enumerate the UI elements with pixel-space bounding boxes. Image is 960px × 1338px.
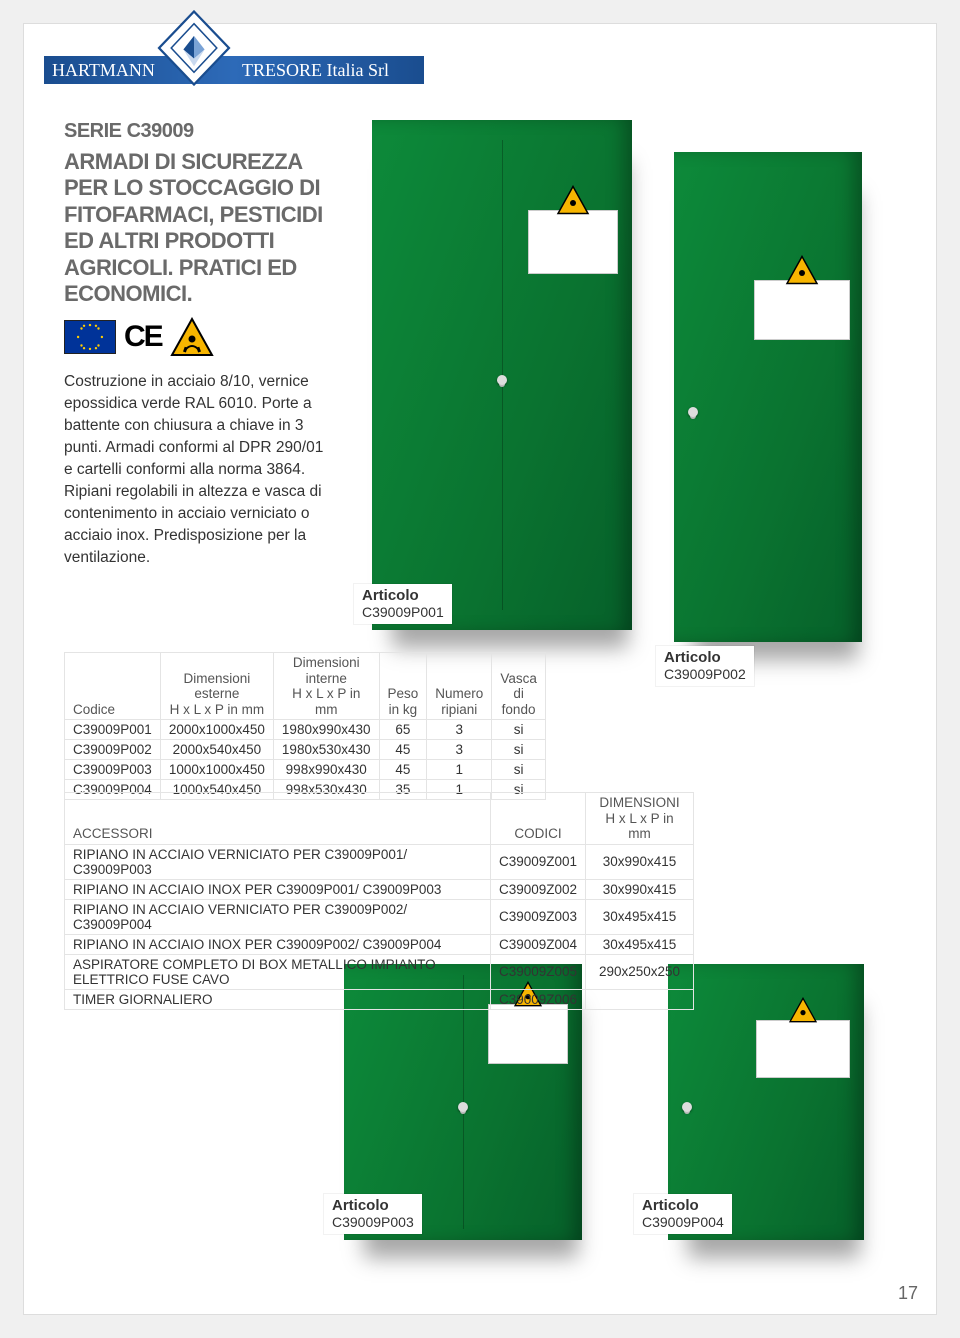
table-row: C39009P0022000x540x4501980x530x430453si [65,740,546,760]
column-header: Codice [65,653,161,720]
table-cell: 30x990x415 [586,844,694,879]
table-cell: C39009Z003 [490,899,585,934]
table-cell: 290x250x250 [586,954,694,989]
table-row: C39009P0031000x1000x450998x990x430451si [65,760,546,780]
article-label: Articolo [664,649,746,666]
table-row: TIMER GIORNALIEROC39009Z006 [65,989,694,1009]
table-row: RIPIANO IN ACCIAIO INOX PER C39009P002/ … [65,934,694,954]
product-image-p001 [372,120,632,630]
table-cell: RIPIANO IN ACCIAIO INOX PER C39009P002/ … [65,934,491,954]
table-cell: RIPIANO IN ACCIAIO VERNICIATO PER C39009… [65,899,491,934]
table-cell: C39009Z005 [490,954,585,989]
table-cell: 45 [379,740,427,760]
ce-mark-icon: CE [124,320,162,354]
table-cell: C39009P003 [65,760,161,780]
table-cell: 2000x1000x450 [160,720,273,740]
hazard-toxic-icon [785,255,819,290]
article-tag-p003: Articolo C39009P003 [324,1194,422,1234]
table-cell: 1000x1000x450 [160,760,273,780]
column-header: Dimensioni interneH x L x P in mm [273,653,379,720]
table-cell: 1980x530x430 [273,740,379,760]
table-row: C39009P0012000x1000x4501980x990x430653si [65,720,546,740]
table-cell: 30x495x415 [586,899,694,934]
hazard-toxic-icon [170,317,214,357]
brand-banner: HARTMANN TRESORE Italia Srl [44,56,424,84]
table-cell: RIPIANO IN ACCIAIO VERNICIATO PER C39009… [65,844,491,879]
table-cell: 30x990x415 [586,879,694,899]
table-cell [586,989,694,1009]
column-header: Dimensioni esterneH x L x P in mm [160,653,273,720]
products-table: CodiceDimensioni esterneH x L x P in mmD… [64,652,546,800]
column-header: CODICI [490,793,585,845]
table-cell: C39009P002 [65,740,161,760]
article-code: C39009P003 [332,1214,414,1230]
table-cell: RIPIANO IN ACCIAIO INOX PER C39009P001/ … [65,879,491,899]
table-cell: C39009Z001 [490,844,585,879]
table-cell: 45 [379,760,427,780]
table-cell: TIMER GIORNALIERO [65,989,491,1009]
column-header: Pesoin kg [379,653,427,720]
table-cell: 998x990x430 [273,760,379,780]
hazard-toxic-icon [556,185,590,220]
series-code: SERIE C39009 [64,120,324,143]
column-header: DIMENSIONIH x L x P in mm [586,793,694,845]
table-cell: si [492,760,546,780]
page-number: 17 [898,1283,918,1304]
table-cell: C39009P001 [65,720,161,740]
accessories-table: ACCESSORICODICIDIMENSIONIH x L x P in mm… [64,792,694,1010]
table-cell: C39009Z006 [490,989,585,1009]
brand-left: HARTMANN [44,60,154,81]
description-text: Costruzione in acciaio 8/10, vernice epo… [64,371,324,569]
table-cell: 1980x990x430 [273,720,379,740]
article-tag-p004: Articolo C39009P004 [634,1194,732,1234]
article-code: C39009P002 [664,666,746,682]
article-code: C39009P001 [362,604,444,620]
column-header: ACCESSORI [65,793,491,845]
article-label: Articolo [332,1197,414,1214]
table-cell: 1 [427,760,492,780]
headline: ARMADI DI SICUREZZA PER LO STOCCAGGIO DI… [64,149,324,307]
table-cell: 3 [427,720,492,740]
article-label: Articolo [362,587,444,604]
table-cell: ASPIRATORE COMPLETO DI BOX METALLICO IMP… [65,954,491,989]
intro-column: SERIE C39009 ARMADI DI SICUREZZA PER LO … [64,120,324,569]
table-cell: C39009Z004 [490,934,585,954]
table-cell: 30x495x415 [586,934,694,954]
table-cell: C39009Z002 [490,879,585,899]
column-header: Vasca difondo [492,653,546,720]
table-cell: si [492,740,546,760]
table-row: RIPIANO IN ACCIAIO VERNICIATO PER C39009… [65,844,694,879]
article-tag-p002: Articolo C39009P002 [656,646,754,686]
article-code: C39009P004 [642,1214,724,1230]
table-row: RIPIANO IN ACCIAIO VERNICIATO PER C39009… [65,899,694,934]
table-row: ASPIRATORE COMPLETO DI BOX METALLICO IMP… [65,954,694,989]
brand-logo-icon [156,10,232,86]
hazard-toxic-icon [788,997,818,1028]
table-cell: 2000x540x450 [160,740,273,760]
table-cell: si [492,720,546,740]
table-cell: 65 [379,720,427,740]
table-cell: 3 [427,740,492,760]
article-tag-p001: Articolo C39009P001 [354,584,452,624]
product-image-p002 [674,152,862,642]
eu-flag-icon [64,320,116,354]
table-row: RIPIANO IN ACCIAIO INOX PER C39009P001/ … [65,879,694,899]
column-header: Numeroripiani [427,653,492,720]
catalog-page: HARTMANN TRESORE Italia Srl SERIE C39009… [24,24,936,1314]
article-label: Articolo [642,1197,724,1214]
certification-badges: CE [64,317,324,357]
